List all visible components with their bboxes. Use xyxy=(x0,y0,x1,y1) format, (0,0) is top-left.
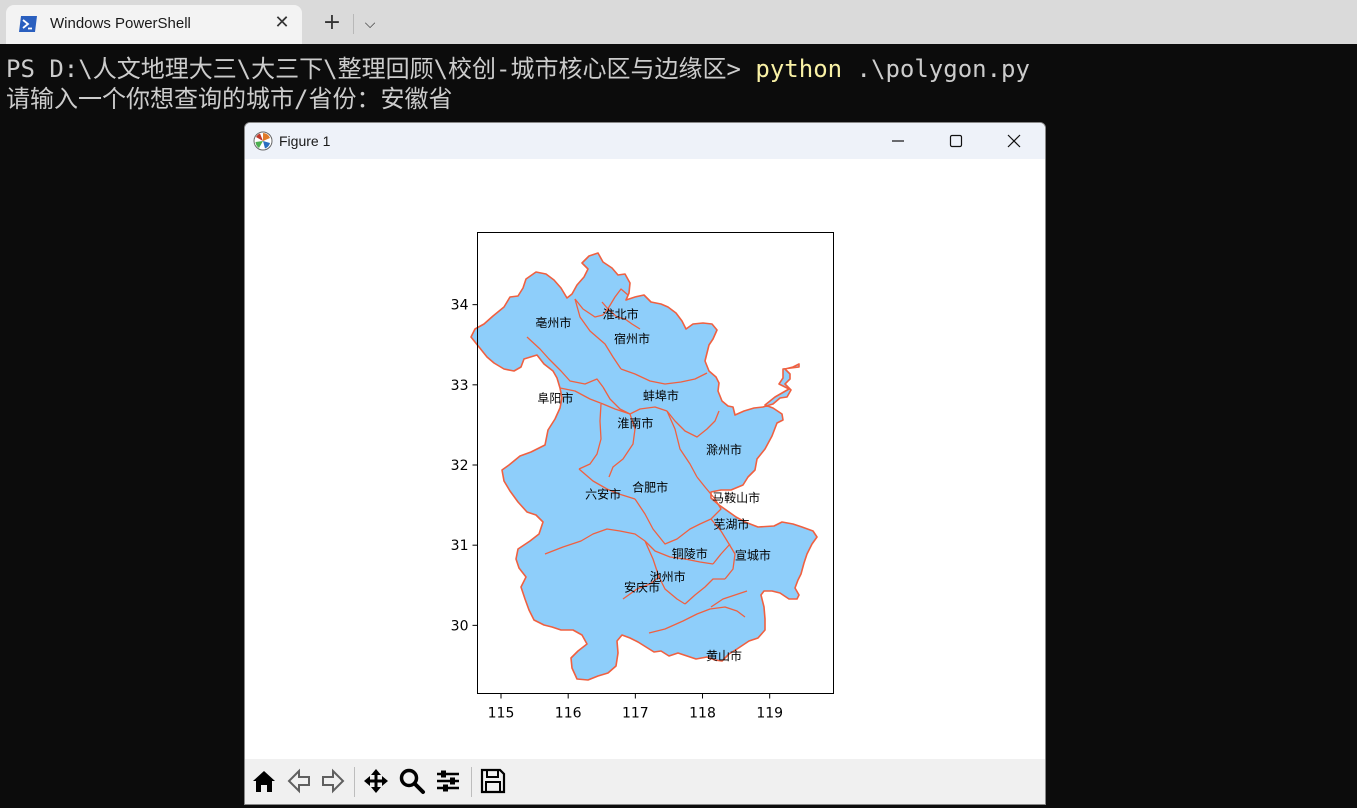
y-tick-label: 32 xyxy=(451,458,469,474)
boundary-wuhu-xuancheng xyxy=(710,518,736,580)
province-polygon xyxy=(470,252,818,681)
province-outline xyxy=(470,252,818,681)
x-tick-label: 119 xyxy=(756,706,783,722)
terminal-args: .\polygon.py xyxy=(842,55,1030,83)
city-label: 铜陵市 xyxy=(672,546,708,561)
configure-subplots-icon xyxy=(437,770,459,792)
city-label: 马鞍山市 xyxy=(712,490,760,505)
city-label: 蚌埠市 xyxy=(643,388,679,403)
boundary-liuan-hefei xyxy=(578,468,636,500)
city-label: 宿州市 xyxy=(614,331,650,346)
toolbar-divider xyxy=(471,767,472,797)
boundary-suzhou-bengbu xyxy=(620,368,708,385)
boundary-hefei-wuhu xyxy=(634,498,712,545)
matplotlib-icon xyxy=(253,131,273,151)
city-label: 淮南市 xyxy=(617,415,653,430)
city-label: 安庆市 xyxy=(624,580,660,595)
terminal-prompt: PS D:\人文地理大三\大三下\整理回顾\校创-城市核心区与边缘区> xyxy=(6,55,756,83)
y-tick-label: 30 xyxy=(451,618,469,634)
boundary-huainan-hefei xyxy=(608,413,636,478)
axis-ticks: 115 116 117 118 119 30 31 32 33 34 xyxy=(451,298,783,722)
powershell-icon xyxy=(19,16,37,32)
boundary-bengbu-chuzhou xyxy=(666,410,720,438)
figure-canvas[interactable]: 115 116 117 118 119 30 31 32 33 34 亳州市 淮北市宿州市阜阳市 蚌埠… xyxy=(245,159,1045,759)
plot-axes-frame xyxy=(477,232,834,694)
y-tick-label: 31 xyxy=(451,538,469,554)
boundary-huaibei-suzhou xyxy=(601,301,641,330)
maximize-button[interactable] xyxy=(927,123,985,159)
boundary-bozhou-huaibei xyxy=(574,288,629,318)
y-tick-label: 34 xyxy=(451,298,469,314)
x-tick-label: 116 xyxy=(555,706,582,722)
city-label: 池州市 xyxy=(650,569,686,584)
city-label: 合肥市 xyxy=(632,479,668,494)
configure-subplots-button[interactable] xyxy=(432,765,464,797)
city-boundaries xyxy=(526,288,748,634)
tab-windows-powershell[interactable]: Windows PowerShell ✕ xyxy=(6,5,302,44)
boundary-xuancheng-huangshan xyxy=(710,590,748,608)
pan-button[interactable] xyxy=(360,765,392,797)
boundary-fuyang-huainan xyxy=(559,387,631,415)
tab-divider xyxy=(353,14,354,34)
boundary-hefei-maanshan xyxy=(696,476,722,520)
city-label: 芜湖市 xyxy=(713,516,749,531)
x-tick-label: 115 xyxy=(488,706,515,722)
terminal-command: python xyxy=(755,55,843,83)
close-icon xyxy=(1007,134,1021,148)
boundary-bozhou-suzhou xyxy=(574,298,622,370)
pan-icon xyxy=(364,769,388,793)
maximize-icon xyxy=(949,134,963,148)
boundary-liuan-anqing xyxy=(544,528,646,555)
back-arrow-icon xyxy=(287,768,310,794)
x-tick-label: 117 xyxy=(622,706,649,722)
city-label: 淮北市 xyxy=(603,306,639,321)
figure-window: Figure 1 xyxy=(244,122,1046,805)
forward-arrow-icon xyxy=(322,768,345,794)
save-button[interactable] xyxy=(477,765,509,797)
zoom-button[interactable] xyxy=(396,765,428,797)
back-button[interactable] xyxy=(283,765,315,797)
close-icon[interactable]: ✕ xyxy=(274,12,290,33)
city-label: 滁州市 xyxy=(706,442,742,457)
figure-title: Figure 1 xyxy=(279,133,331,149)
boundary-bozhou-fuyang xyxy=(526,336,604,388)
boundary-huainan-liuan xyxy=(578,403,602,470)
boundary-anqing-chizhou xyxy=(622,576,660,600)
tab-title: Windows PowerShell xyxy=(50,15,191,32)
boundary-tongling-wuhu xyxy=(712,543,731,565)
city-label: 宣城市 xyxy=(735,548,771,563)
city-label: 阜阳市 xyxy=(537,390,573,405)
matplotlib-toolbar xyxy=(245,759,1045,804)
minimize-button[interactable] xyxy=(869,123,927,159)
city-label: 亳州市 xyxy=(535,315,571,330)
home-button[interactable] xyxy=(248,765,280,797)
terminal-tab-bar: Windows PowerShell ✕ + ⌵ xyxy=(0,0,1357,44)
boundary-tongling-chizhou xyxy=(644,540,686,605)
zoom-icon xyxy=(399,768,425,794)
y-tick-label: 33 xyxy=(451,378,469,394)
save-icon xyxy=(480,768,506,794)
close-window-button[interactable] xyxy=(985,123,1043,159)
x-tick-label: 118 xyxy=(689,706,716,722)
boundary-chizhou-xuancheng xyxy=(684,578,725,605)
chevron-down-icon[interactable]: ⌵ xyxy=(364,16,376,32)
figure-titlebar[interactable]: Figure 1 xyxy=(245,123,1045,159)
forward-button[interactable] xyxy=(317,765,349,797)
minimize-icon xyxy=(892,140,904,142)
city-label: 六安市 xyxy=(585,487,621,502)
terminal-area[interactable]: PS D:\人文地理大三\大三下\整理回顾\校创-城市核心区与边缘区> pyth… xyxy=(0,44,1357,808)
terminal-command-line: PS D:\人文地理大三\大三下\整理回顾\校创-城市核心区与边缘区> pyth… xyxy=(6,54,1030,84)
terminal-output-line: 请输入一个你想查询的城市/省份：安徽省 xyxy=(6,85,453,113)
city-label: 黄山市 xyxy=(706,648,742,663)
toolbar-divider xyxy=(354,767,355,797)
home-icon xyxy=(253,771,275,792)
new-tab-button[interactable]: + xyxy=(322,10,342,35)
boundary-anqing-tongling xyxy=(644,540,714,565)
boundary-hefei-chuzhou xyxy=(666,410,698,478)
boundary-chizhou-huangshan xyxy=(648,606,746,634)
